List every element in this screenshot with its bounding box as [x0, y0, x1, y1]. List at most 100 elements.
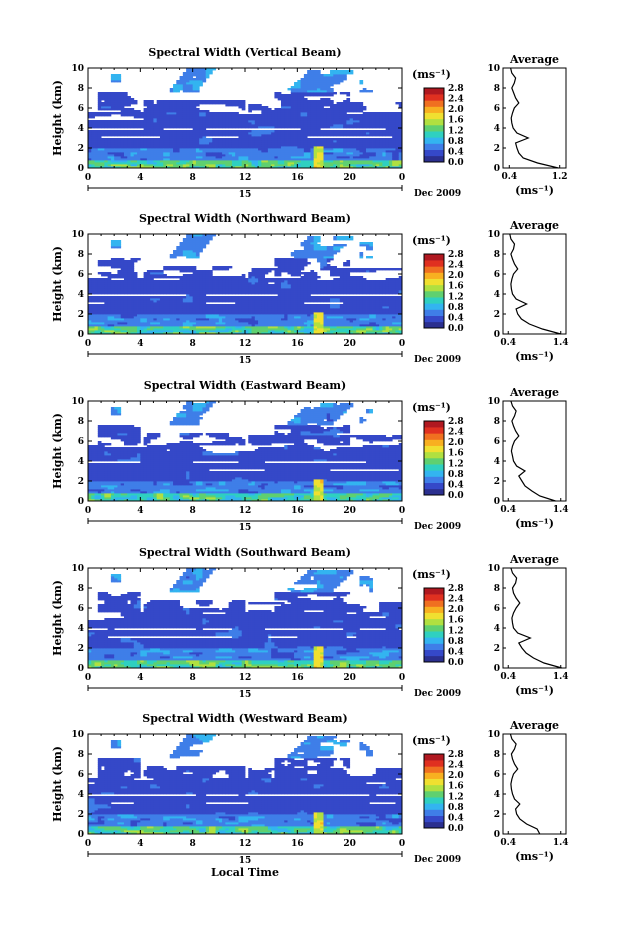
- heatmap-cell: [179, 100, 184, 103]
- heatmap-cell: [173, 88, 177, 91]
- heatmap-cell: [166, 120, 171, 123]
- heatmap-cell: [186, 306, 190, 309]
- heatmap-cell: [231, 332, 236, 335]
- heatmap-cell: [205, 310, 210, 313]
- heatmap-cell: [150, 142, 154, 145]
- heatmap-cell: [195, 104, 200, 107]
- heatmap-cell: [300, 94, 305, 97]
- heatmap-cell: [114, 96, 118, 99]
- heatmap-cell: [222, 318, 226, 321]
- heatmap-cell: [212, 124, 216, 127]
- heatmap-cell: [176, 112, 180, 115]
- heatmap-cell: [146, 120, 151, 123]
- heatmap-cell: [153, 112, 158, 115]
- heatmap-cell: [146, 304, 151, 307]
- heatmap-cell: [300, 78, 305, 81]
- heatmap-cell: [189, 300, 194, 303]
- heatmap-cell: [156, 326, 161, 329]
- heatmap-cell: [231, 300, 236, 303]
- heatmap-cell: [388, 126, 393, 129]
- heatmap-cell: [195, 280, 200, 283]
- heatmap-cell: [195, 166, 200, 169]
- heatmap-cell: [88, 132, 92, 135]
- heatmap-cell: [192, 270, 197, 273]
- heatmap-cell: [313, 118, 318, 121]
- heatmap-cell: [258, 140, 262, 143]
- heatmap-cell: [323, 78, 328, 81]
- heatmap-cell: [189, 236, 194, 239]
- heatmap-cell: [101, 164, 105, 167]
- heatmap-cell: [352, 148, 357, 151]
- heatmap-cell: [261, 130, 266, 133]
- heatmap-cell: [123, 104, 128, 107]
- heatmap-cell: [182, 130, 187, 133]
- heatmap-cell: [231, 312, 236, 315]
- heatmap-cell: [205, 150, 210, 153]
- heatmap-cell: [372, 144, 377, 147]
- heatmap-cell: [189, 112, 194, 115]
- heatmap-cell: [343, 104, 347, 107]
- heatmap-cell: [94, 284, 99, 287]
- heatmap-cell: [104, 262, 109, 265]
- heatmap-cell: [287, 158, 292, 161]
- heatmap-cell: [310, 134, 315, 137]
- heatmap-cell: [267, 144, 272, 147]
- heatmap-cell: [137, 110, 141, 113]
- heatmap-cell: [330, 118, 334, 121]
- heatmap-cell: [120, 296, 125, 299]
- heatmap-cell: [143, 288, 148, 291]
- heatmap-cell: [385, 152, 390, 155]
- heatmap-cell: [101, 92, 105, 95]
- heatmap-cell: [169, 150, 174, 153]
- heatmap-cell: [114, 330, 118, 333]
- heatmap-cell: [140, 150, 144, 153]
- heatmap-cell: [179, 88, 184, 91]
- heatmap-cell: [222, 130, 226, 133]
- heatmap-cell: [107, 302, 112, 305]
- heatmap-cell: [176, 276, 180, 279]
- heatmap-cell: [137, 132, 141, 135]
- heatmap-cell: [166, 280, 171, 283]
- heatmap-cell: [287, 114, 292, 117]
- heatmap-cell: [101, 124, 105, 127]
- heatmap-cell: [356, 118, 360, 121]
- heatmap-cell: [163, 122, 167, 125]
- heatmap-cell: [258, 108, 262, 111]
- heatmap-cell: [133, 284, 138, 287]
- heatmap-cell: [182, 104, 187, 107]
- heatmap-cell: [173, 306, 177, 309]
- heatmap-cell: [199, 70, 203, 73]
- heatmap-cell: [218, 164, 223, 167]
- heatmap-cell: [316, 94, 321, 97]
- heatmap-cell: [127, 122, 131, 125]
- heatmap-cell: [159, 274, 164, 277]
- heatmap-cell: [294, 156, 298, 159]
- heatmap-cell: [205, 114, 210, 117]
- heatmap-cell: [326, 90, 331, 93]
- heatmap-cell: [114, 100, 118, 103]
- heatmap-cell: [117, 164, 122, 167]
- heatmap-cell: [101, 308, 105, 311]
- heatmap-cell: [130, 282, 135, 285]
- heatmap-cell: [225, 120, 230, 123]
- heatmap-cell: [110, 288, 115, 291]
- heatmap-cell: [189, 142, 194, 145]
- heatmap-cell: [110, 242, 115, 245]
- heatmap-cell: [182, 314, 187, 317]
- heatmap-cell: [326, 122, 331, 125]
- heatmap-cell: [346, 162, 351, 165]
- heatmap-cell: [153, 288, 158, 291]
- heatmap-cell: [146, 330, 151, 333]
- heatmap-cell: [333, 140, 337, 143]
- heatmap-cell: [313, 110, 318, 113]
- heatmap-cell: [156, 296, 161, 299]
- heatmap-cell: [169, 164, 174, 167]
- heatmap-cell: [114, 124, 118, 127]
- heatmap-cell: [212, 268, 216, 271]
- heatmap-cell: [150, 138, 154, 141]
- heatmap-cell: [274, 108, 279, 111]
- heatmap-cell: [163, 166, 167, 169]
- heatmap-cell: [349, 140, 354, 143]
- heatmap-cell: [176, 140, 180, 143]
- heatmap-cell: [146, 138, 151, 141]
